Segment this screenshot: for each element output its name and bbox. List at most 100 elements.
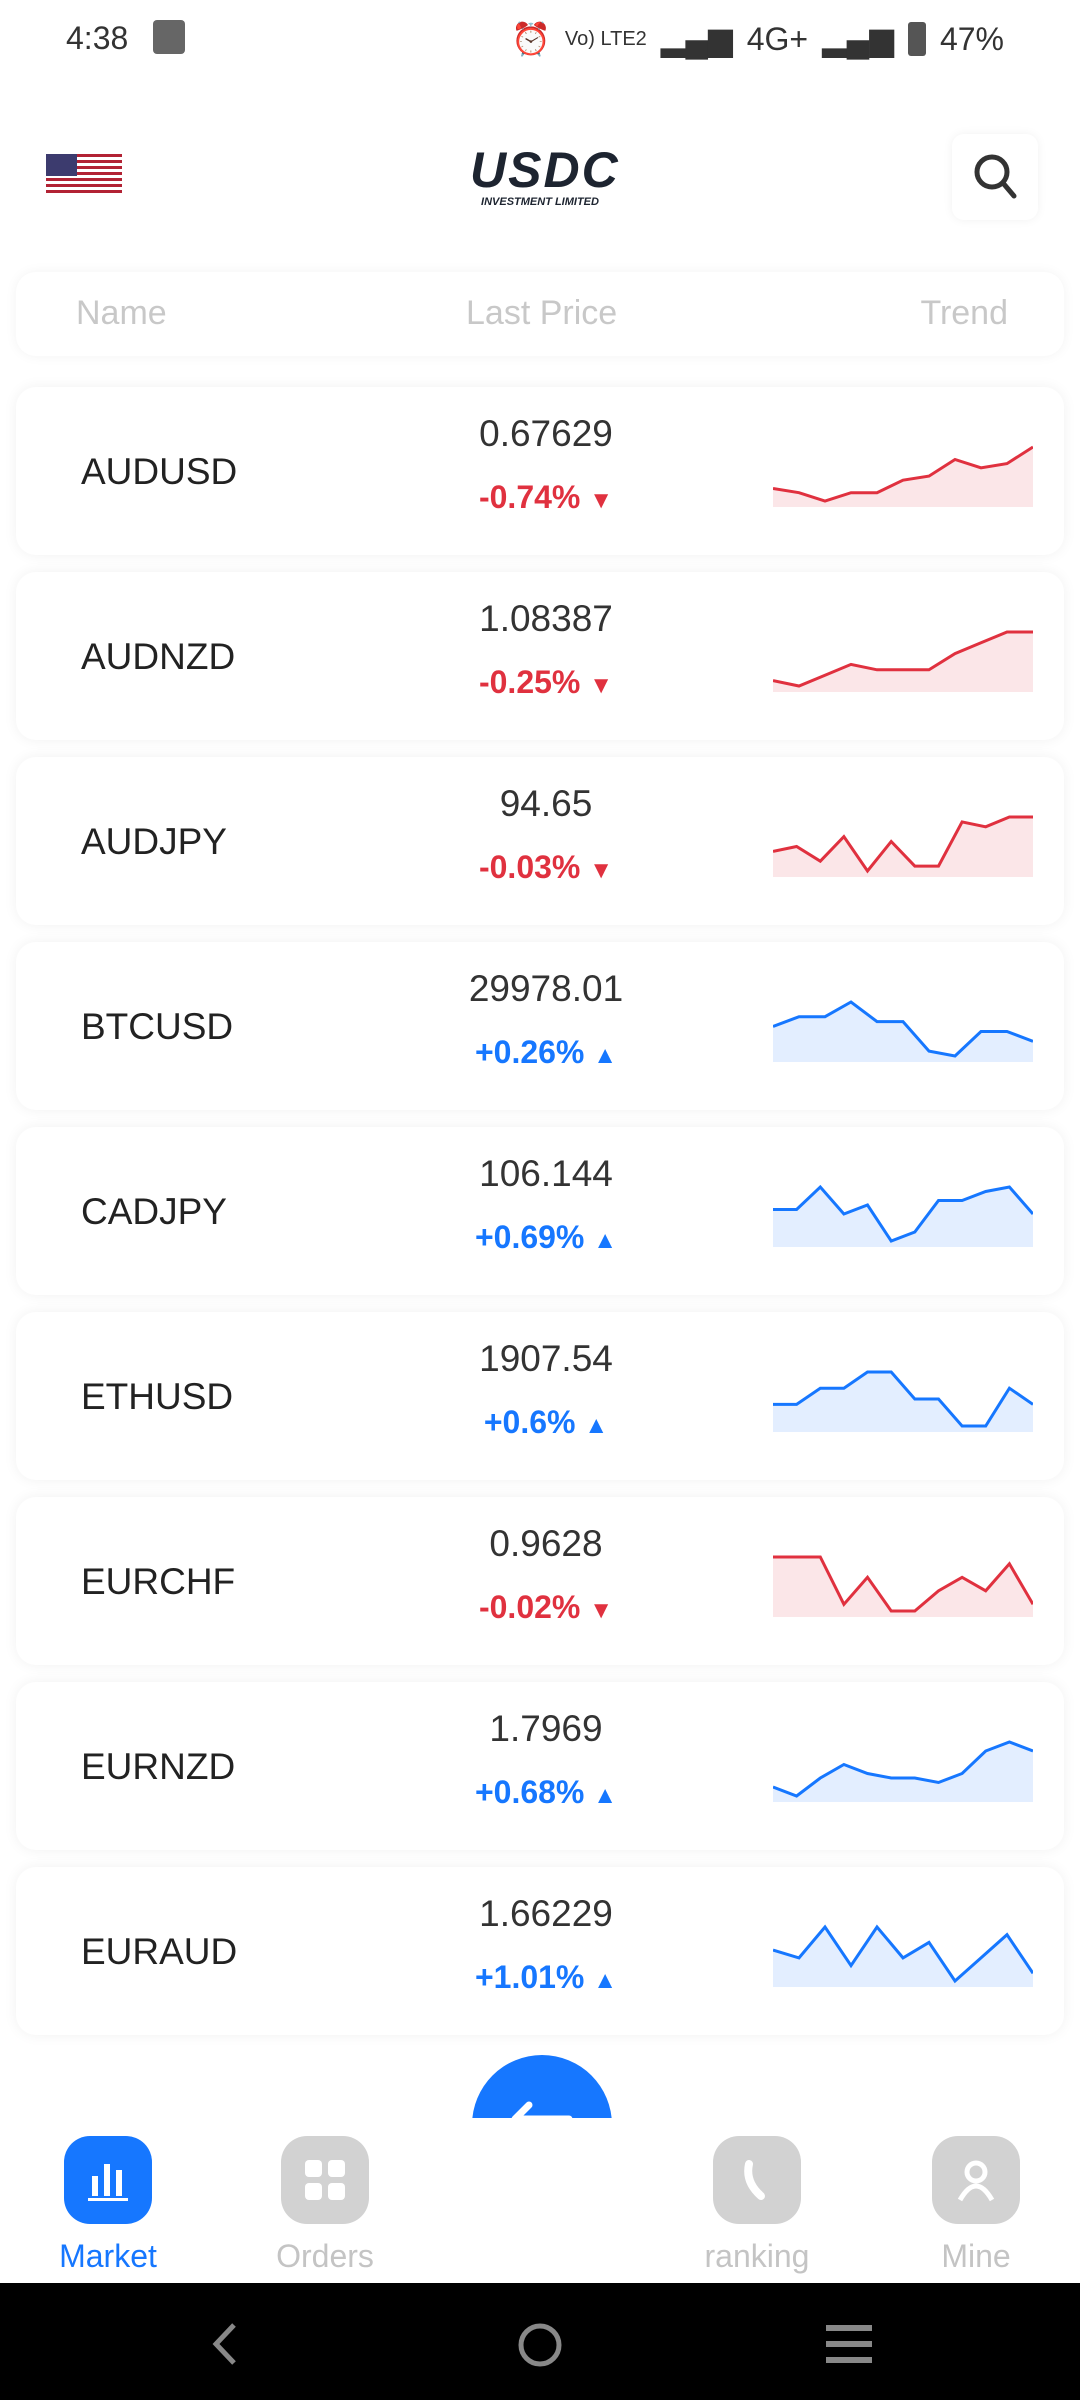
tab-market[interactable]: Market — [48, 2136, 168, 2275]
market-row[interactable]: AUDUSD 0.67629 -0.74% ▼ — [16, 387, 1064, 555]
trend-area — [773, 1372, 1033, 1432]
arrow-up-icon: ▲ — [593, 1227, 618, 1254]
trend-line — [773, 1740, 1033, 1798]
symbol-name: EURCHF — [81, 1561, 236, 1602]
search-button[interactable] — [952, 134, 1038, 220]
trend-line — [773, 1184, 1033, 1243]
bottom-nav: Market Orders ranking Mine — [0, 2118, 1080, 2283]
volte-indicator: Vo) LTE2 — [564, 28, 647, 50]
change-value: -0.74% — [478, 479, 581, 515]
change-percent: +0.6% ▲ — [396, 1404, 696, 1441]
trend-line — [773, 1555, 1033, 1613]
trend-area — [773, 447, 1033, 507]
trend-sparkline — [773, 630, 1033, 692]
trend-line — [773, 445, 1033, 503]
change-percent: -0.25% ▼ — [396, 664, 696, 701]
battery-level: 47% — [939, 20, 1004, 57]
arrow-down-icon: ▼ — [589, 1597, 614, 1624]
shopping-bag-icon — [153, 20, 185, 54]
change-value: +0.69% — [474, 1219, 585, 1255]
tab-ranking[interactable]: ranking — [697, 2136, 817, 2275]
search-icon — [974, 154, 1017, 199]
market-row[interactable]: EURCHF 0.9628 -0.02% ▼ — [16, 1497, 1064, 1665]
trend-line — [773, 1000, 1033, 1058]
last-price: 29978.01 — [468, 968, 624, 1009]
symbol-name: CADJPY — [81, 1191, 227, 1232]
alarm-icon: ⏰ — [511, 21, 551, 57]
grid-icon — [281, 2136, 369, 2224]
tab-label: Market — [59, 2238, 157, 2274]
trend-area — [773, 1927, 1033, 1987]
market-row[interactable]: AUDNZD 1.08387 -0.25% ▼ — [16, 572, 1064, 740]
trend-area — [773, 632, 1033, 692]
trend-sparkline — [773, 1184, 1033, 1247]
arrow-up-icon: ▲ — [584, 1412, 609, 1439]
trend-area — [773, 1002, 1033, 1062]
market-row[interactable]: EURAUD 1.66229 +1.01% ▲ — [16, 1867, 1064, 2035]
last-price: 1907.54 — [479, 1338, 613, 1379]
trend-area — [773, 817, 1033, 877]
arrow-down-icon: ▼ — [589, 672, 614, 699]
battery-icon — [907, 22, 926, 56]
arrow-up-icon: ▲ — [593, 1967, 618, 1994]
network-type: 4G+ — [746, 20, 809, 57]
market-row[interactable]: BTCUSD 29978.01 +0.26% ▲ — [16, 942, 1064, 1110]
last-price: 106.144 — [479, 1153, 613, 1194]
arrow-up-icon: ▲ — [593, 1042, 618, 1069]
change-percent: +0.69% ▲ — [396, 1219, 696, 1256]
tab-label: Mine — [941, 2238, 1011, 2274]
trend-area — [773, 1187, 1033, 1247]
phone-icon — [713, 2136, 801, 2224]
trend-sparkline — [773, 1555, 1033, 1617]
change-value: -0.25% — [478, 664, 581, 700]
back-icon[interactable] — [210, 2321, 240, 2367]
trend-line — [773, 815, 1033, 874]
last-price: 1.66229 — [479, 1893, 613, 1934]
tab-orders[interactable]: Orders — [265, 2136, 385, 2275]
trend-line — [773, 630, 1033, 688]
market-row[interactable]: AUDJPY 94.65 -0.03% ▼ — [16, 757, 1064, 925]
signal-icon-2: ▂▄▆ — [822, 21, 894, 57]
trend-sparkline — [773, 1924, 1033, 1987]
symbol-name: EURAUD — [81, 1931, 238, 1972]
market-row[interactable]: EURNZD 1.7969 +0.68% ▲ — [16, 1682, 1064, 1850]
last-price: 1.08387 — [479, 598, 613, 639]
symbol-name: AUDUSD — [81, 451, 238, 492]
column-name: Name — [76, 294, 167, 332]
column-header: Name Last Price Trend — [16, 272, 1064, 356]
clock: 4:38 — [66, 20, 129, 56]
recents-icon[interactable] — [826, 2323, 872, 2367]
last-price: 0.9628 — [489, 1523, 603, 1564]
logo: USDC INVESTMENT LIMITED — [470, 142, 620, 208]
change-value: +0.26% — [474, 1034, 585, 1070]
column-trend: Trend — [920, 294, 1008, 332]
trend-sparkline — [773, 1000, 1033, 1062]
symbol-name: BTCUSD — [81, 1006, 234, 1047]
last-price: 0.67629 — [479, 413, 613, 454]
us-flag-icon[interactable] — [46, 154, 122, 194]
market-row[interactable]: CADJPY 106.144 +0.69% ▲ — [16, 1127, 1064, 1295]
signal-icon: ▂▄▆ — [660, 21, 733, 57]
change-percent: -0.02% ▼ — [396, 1589, 696, 1626]
system-nav-bar — [0, 2283, 1080, 2400]
trend-area — [773, 1742, 1033, 1802]
symbol-name: ETHUSD — [81, 1376, 234, 1417]
tab-label: ranking — [704, 2238, 810, 2274]
change-value: +1.01% — [474, 1959, 585, 1995]
user-icon — [932, 2136, 1020, 2224]
trend-sparkline — [773, 1740, 1033, 1802]
top-bar: USDC INVESTMENT LIMITED — [0, 130, 1080, 230]
home-icon[interactable] — [516, 2321, 564, 2369]
market-row[interactable]: ETHUSD 1907.54 +0.6% ▲ — [16, 1312, 1064, 1480]
bar-chart-icon — [64, 2136, 152, 2224]
trend-sparkline — [773, 445, 1033, 507]
change-percent: +0.26% ▲ — [396, 1034, 696, 1071]
tab-mine[interactable]: Mine — [916, 2136, 1036, 2275]
status-bar: 4:38 ⏰ Vo) LTE2 ▂▄▆ 4G+ ▂▄▆ 47% — [0, 0, 1080, 80]
logo-subtitle: INVESTMENT LIMITED — [481, 196, 599, 208]
arrow-up-icon: ▲ — [593, 1782, 618, 1809]
arrow-down-icon: ▼ — [589, 857, 614, 884]
trend-line — [773, 1924, 1033, 1984]
logo-text: USDC — [470, 142, 620, 198]
symbol-name: AUDJPY — [81, 821, 227, 862]
